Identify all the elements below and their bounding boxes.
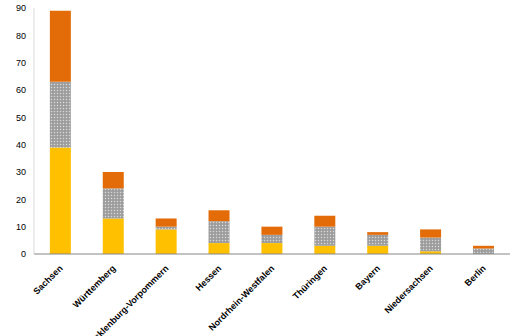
svg-text:0: 0	[21, 249, 26, 259]
svg-text:80: 80	[16, 31, 26, 41]
svg-text:Thüringen: Thüringen	[291, 263, 329, 301]
svg-text:Berlin: Berlin	[463, 263, 488, 288]
svg-text:Württemberg: Württemberg	[71, 263, 118, 310]
svg-text:Mecklenburg-Vorpommern: Mecklenburg-Vorpommern	[83, 263, 171, 336]
svg-text:Niedersachsen: Niedersachsen	[383, 263, 435, 315]
svg-text:70: 70	[16, 58, 26, 68]
svg-text:Bayern: Bayern	[353, 263, 382, 292]
svg-text:10: 10	[16, 222, 26, 232]
svg-text:Nordrhein-Westfalen: Nordrhein-Westfalen	[207, 263, 277, 333]
svg-text:90: 90	[16, 3, 26, 13]
svg-text:20: 20	[16, 195, 26, 205]
svg-text:Sachsen: Sachsen	[31, 263, 64, 296]
svg-text:50: 50	[16, 113, 26, 123]
svg-text:60: 60	[16, 85, 26, 95]
svg-text:40: 40	[16, 140, 26, 150]
svg-text:30: 30	[16, 167, 26, 177]
svg-text:Hessen: Hessen	[194, 263, 224, 293]
